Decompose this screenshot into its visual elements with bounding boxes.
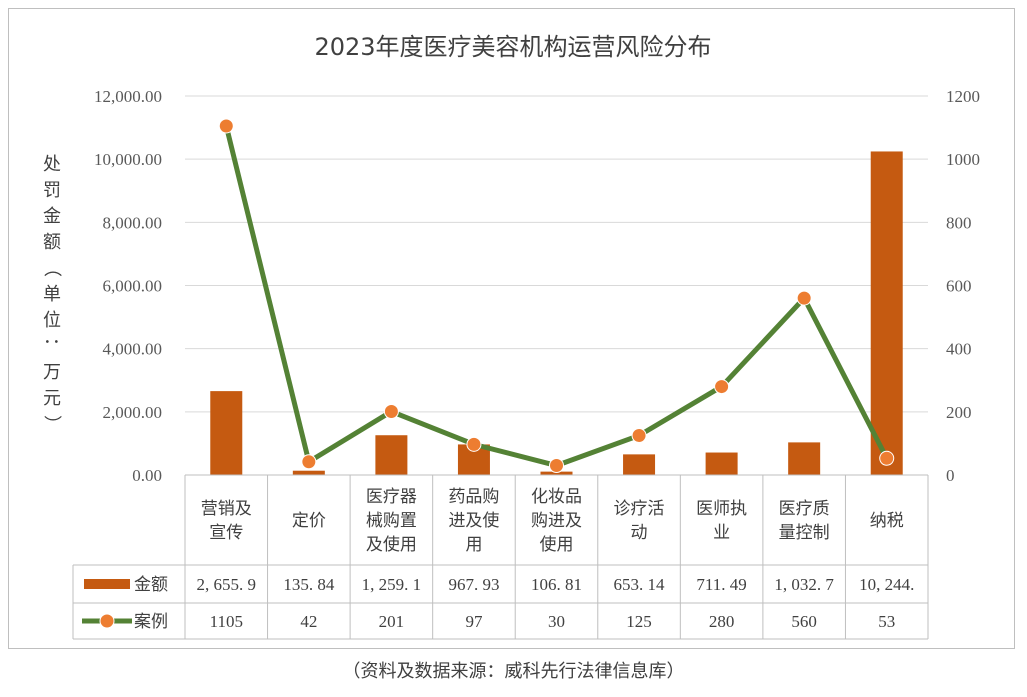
line-point	[218, 118, 234, 134]
category-label: 药品购	[448, 487, 499, 507]
table-value-cases: 125	[626, 612, 652, 631]
left-tick-label: 2,000.00	[103, 403, 163, 422]
y-axis-label-char: 处	[43, 154, 61, 175]
y-axis-label-char: ：	[41, 337, 62, 355]
right-tick-label: 600	[946, 277, 972, 296]
bar	[292, 470, 325, 475]
left-tick-label: 8,000.00	[103, 213, 163, 232]
bar	[870, 151, 903, 475]
table-value-cases: 97	[465, 612, 483, 631]
category-label: 业	[713, 523, 730, 543]
table-value-amount: 106. 81	[531, 575, 582, 594]
table-value-cases: 280	[709, 612, 735, 631]
right-tick-label: 800	[946, 213, 972, 232]
bar	[210, 391, 243, 475]
category-label: 使用	[540, 534, 574, 555]
category-label: 化妆品	[531, 487, 582, 507]
category-label: 医师执	[696, 499, 747, 519]
right-tick-label: 1200	[946, 87, 980, 106]
category-label: 医疗器	[366, 487, 417, 507]
y-axis-label-char: 单	[43, 284, 61, 305]
line-point	[631, 428, 647, 444]
table-value-amount: 10, 244.	[859, 575, 914, 594]
line-series	[218, 118, 895, 474]
bar	[623, 454, 656, 475]
right-tick-label: 400	[946, 340, 972, 359]
category-label: 及使用	[366, 534, 417, 555]
legend-label: 金额	[134, 575, 168, 595]
category-label: 宣传	[209, 523, 243, 543]
right-axis: 0 200 400 600 800 1000 1200	[946, 87, 980, 485]
y-axis-label-char: 万	[43, 362, 61, 383]
left-tick-label: 6,000.00	[103, 277, 163, 296]
right-tick-label: 200	[946, 403, 972, 422]
table-value-amount: 1, 032. 7	[774, 575, 834, 594]
bar	[540, 471, 573, 475]
category-label: 医疗质	[779, 499, 830, 519]
line-point	[879, 450, 895, 466]
left-axis: 0.00 2,000.00 4,000.00 6,000.00 8,000.00 10,0…	[94, 87, 162, 485]
line-point	[383, 404, 399, 420]
line-point	[549, 458, 564, 474]
table-value-cases: 201	[379, 612, 405, 631]
legend-label: 案例	[134, 612, 168, 632]
right-tick-label: 1000	[946, 150, 980, 169]
category-label: 购进及	[531, 511, 582, 531]
table-value-cases: 42	[300, 612, 317, 631]
line-point	[301, 454, 317, 470]
category-label: 量控制	[779, 523, 830, 543]
table-value-amount: 711. 49	[696, 575, 746, 594]
chart-title: 2023年度医疗美容机构运营风险分布	[314, 33, 711, 61]
table-value-amount: 967. 93	[448, 575, 499, 594]
source-note: （资料及数据来源：威科先行法律信息库）	[342, 661, 685, 682]
left-tick-label: 12,000.00	[94, 87, 162, 106]
y-axis-label-char: 位	[43, 310, 61, 331]
category-label: 械购置	[366, 511, 417, 531]
bar	[788, 442, 821, 475]
y-axis-label-char: 额	[43, 232, 61, 253]
category-label: 诊疗活	[614, 499, 665, 519]
table-value-cases: 30	[548, 612, 565, 631]
category-label: 用	[465, 535, 482, 555]
bar	[375, 435, 408, 475]
series-line	[223, 125, 889, 469]
left-tick-label: 4,000.00	[103, 340, 163, 359]
bar-series	[210, 151, 903, 475]
table-value-cases: 1105	[210, 612, 243, 631]
category-label: 营销及	[201, 499, 252, 519]
legend-bar-key	[84, 579, 130, 589]
legend-marker-key	[99, 613, 115, 629]
y-axis-label-char: 金	[43, 206, 61, 227]
y-axis-label-char: 罚	[43, 180, 61, 201]
category-label: 动	[631, 523, 648, 543]
line-point	[796, 290, 812, 306]
table-value-amount: 1, 259. 1	[362, 575, 422, 594]
table-value-amount: 653. 14	[614, 575, 666, 594]
right-tick-label: 0	[946, 466, 955, 485]
table-value-cases: 560	[791, 612, 817, 631]
y-axis-label-char: 元	[43, 388, 61, 409]
line-point	[466, 436, 482, 452]
y-axis-label-char: ）	[41, 415, 62, 433]
table-value-cases: 53	[878, 612, 895, 631]
chart-frame	[8, 8, 1015, 649]
line-point	[714, 379, 730, 395]
table-value-amount: 2, 655. 9	[197, 575, 257, 594]
y-axis-label-char: （	[41, 259, 62, 277]
category-label: 纳税	[870, 511, 904, 531]
category-label: 定价	[292, 511, 326, 531]
left-tick-label: 10,000.00	[94, 150, 162, 169]
left-tick-label: 0.00	[132, 466, 162, 485]
category-label: 进及使	[448, 510, 499, 531]
bar	[705, 452, 738, 475]
table-value-amount: 135. 84	[283, 575, 335, 594]
